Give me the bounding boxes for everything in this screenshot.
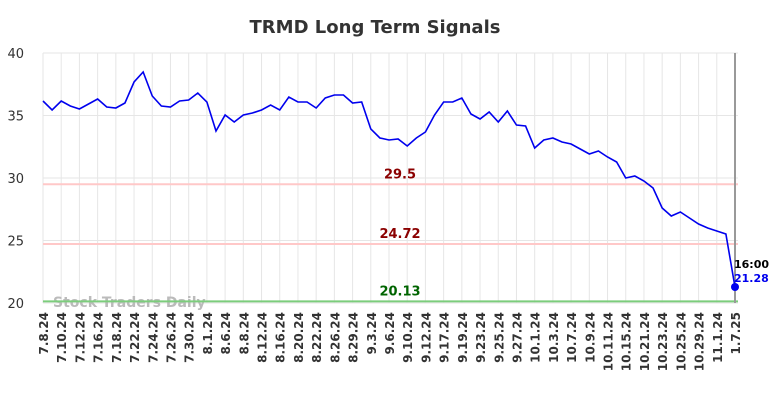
x-tick-label: 10.7.24 [565, 312, 579, 363]
x-tick-label: 8.8.24 [237, 312, 251, 355]
x-tick-label: 9.10.24 [401, 312, 415, 363]
x-tick-label: 8.1.24 [201, 312, 215, 355]
x-tick-label: 7.8.24 [37, 312, 51, 355]
x-tick-label: 9.3.24 [365, 312, 379, 355]
price-line [42, 70, 736, 288]
x-tick-label: 9.19.24 [456, 312, 470, 363]
x-tick-label: 11.1.24 [711, 312, 725, 363]
x-tick-label: 10.9.24 [583, 312, 597, 363]
watermark: Stock Traders Daily [53, 295, 206, 311]
x-tick-label: 10.23.24 [656, 312, 670, 371]
x-tick-label: 8.12.24 [256, 312, 270, 363]
x-tick-label: 8.16.24 [274, 312, 288, 363]
x-tick-label: 10.21.24 [638, 312, 652, 371]
y-tick-label: 20 [7, 297, 24, 312]
x-tick-label: 9.27.24 [510, 312, 524, 363]
x-tick-label: 7.30.24 [183, 312, 197, 363]
y-tick-label: 25 [7, 235, 24, 250]
level-label: 24.72 [379, 227, 420, 242]
x-tick-label: 10.25.24 [674, 312, 688, 371]
x-tick-label: 8.26.24 [328, 312, 342, 363]
x-tick-label: 9.12.24 [419, 312, 433, 363]
y-tick-label: 30 [7, 172, 24, 187]
x-tick-label: 7.22.24 [128, 312, 142, 363]
last-point [731, 283, 739, 291]
x-tick-label: 8.22.24 [310, 312, 324, 363]
x-tick-label: 7.12.24 [73, 312, 87, 363]
x-tick-label: 7.16.24 [92, 312, 106, 363]
x-tick-label: 9.6.24 [383, 312, 397, 355]
chart-title: TRMD Long Term Signals [250, 17, 501, 38]
x-tick-label: 7.24.24 [146, 312, 160, 363]
level-label: 29.5 [384, 167, 416, 182]
x-tick-label: 7.18.24 [110, 312, 124, 363]
x-tick-label: 1.7.25 [729, 312, 743, 355]
x-tick-label: 10.3.24 [547, 312, 561, 363]
x-tick-label: 7.26.24 [164, 312, 178, 363]
x-tick-label: 8.20.24 [292, 312, 306, 363]
last-value: 21.28 [734, 272, 769, 285]
x-tick-label: 8.6.24 [219, 312, 233, 355]
y-tick-label: 35 [7, 110, 24, 125]
x-tick-label: 10.1.24 [529, 312, 543, 363]
x-tick-label: 9.17.24 [438, 312, 452, 363]
x-tick-label: 10.11.24 [602, 312, 616, 371]
x-tick-label: 9.23.24 [474, 312, 488, 363]
x-tick-label: 9.25.24 [492, 312, 506, 363]
x-tick-label: 10.29.24 [693, 312, 707, 371]
level-label: 20.13 [379, 284, 420, 299]
last-time: 16:00 [734, 258, 769, 271]
x-tick-label: 7.10.24 [55, 312, 69, 363]
x-tick-label: 10.15.24 [620, 312, 634, 371]
y-tick-label: 40 [7, 47, 24, 62]
x-tick-label: 8.29.24 [347, 312, 361, 363]
